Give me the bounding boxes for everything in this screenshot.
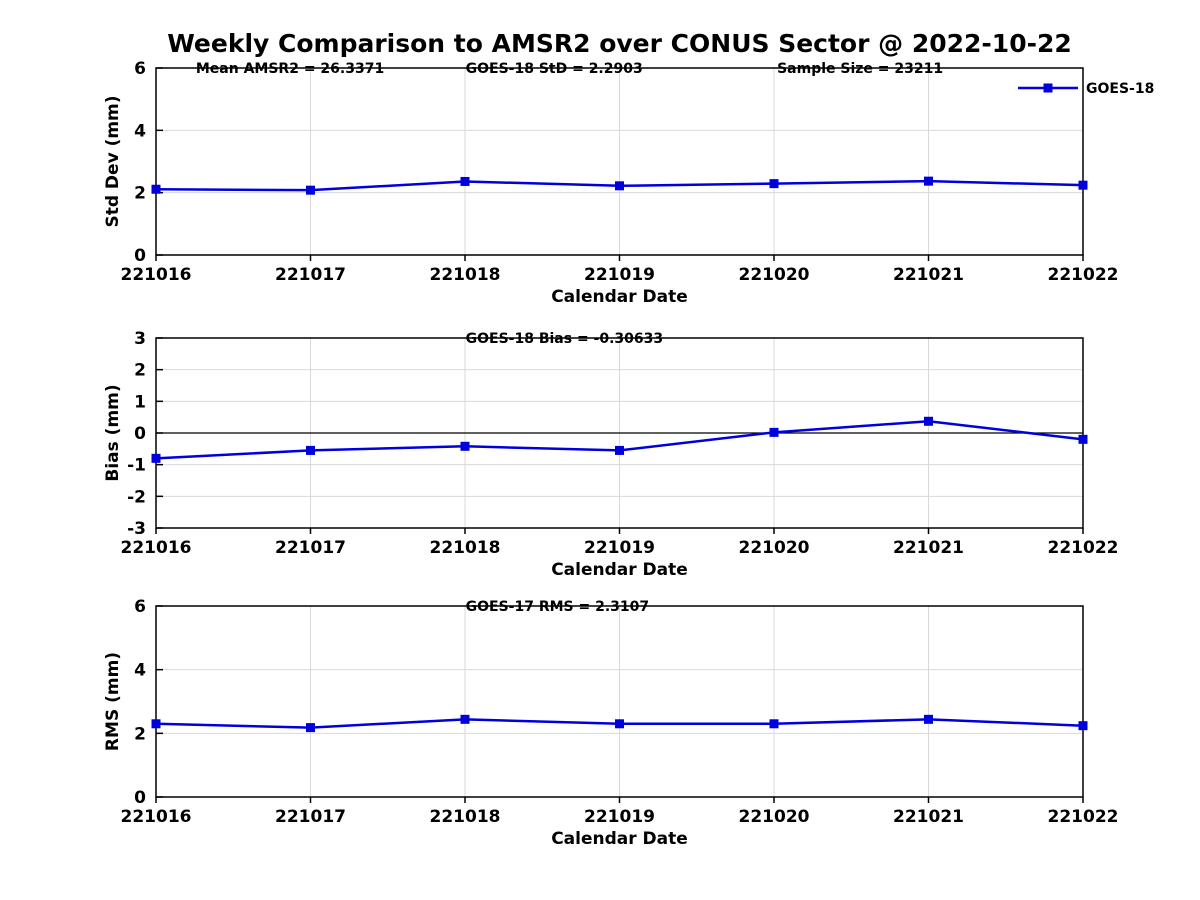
x-tick-label: 221017 xyxy=(275,538,346,558)
data-point-marker xyxy=(306,723,315,733)
x-tick-label: 221021 xyxy=(893,807,964,827)
legend: GOES-18 xyxy=(1018,81,1154,97)
subplot-std-dev: 0 2 4 6 221016 221017 221018 221019 221020 221021… xyxy=(103,59,1154,307)
y-tick-label: 4 xyxy=(134,121,146,141)
y-tick-label: -1 xyxy=(127,456,146,476)
annotation-text: Sample Size = 23211 xyxy=(777,61,943,77)
x-tick-label: 221020 xyxy=(739,807,810,827)
annotation-text: Mean AMSR2 = 26.3371 xyxy=(196,61,384,77)
x-tick-label: 221016 xyxy=(121,538,192,558)
y-axis-label: Bias (mm) xyxy=(103,384,123,481)
x-axis-label: Calendar Date xyxy=(551,287,688,307)
data-point-marker xyxy=(151,184,161,194)
x-axis-label: Calendar Date xyxy=(551,829,688,849)
x-tick-label: 221016 xyxy=(121,265,192,285)
data-point-marker xyxy=(615,181,624,191)
data-point-marker xyxy=(924,416,933,426)
x-tick-label: 221022 xyxy=(1048,807,1119,827)
data-point-marker xyxy=(1078,434,1088,444)
data-point-marker xyxy=(769,179,779,189)
data-point-marker xyxy=(151,453,161,463)
figure-title: Weekly Comparison to AMSR2 over CONUS Se… xyxy=(167,29,1072,58)
y-tick-label: 6 xyxy=(134,59,146,79)
legend-marker xyxy=(1043,83,1053,93)
y-tick-label: -3 xyxy=(127,519,146,539)
data-point-marker xyxy=(615,445,624,455)
data-point-marker xyxy=(1078,721,1088,731)
y-tick-label: 3 xyxy=(134,329,146,349)
y-axis-label: Std Dev (mm) xyxy=(103,95,123,227)
x-tick-label: 221022 xyxy=(1048,538,1119,558)
y-tick-label: 2 xyxy=(134,361,146,381)
y-tick-label: 0 xyxy=(134,788,146,808)
legend-label: GOES-18 xyxy=(1086,81,1154,97)
y-tick-label: 0 xyxy=(134,246,146,266)
annotation-text: GOES-17 RMS = 2.3107 xyxy=(466,599,650,615)
y-tick-label: 0 xyxy=(134,424,146,444)
x-axis-label: Calendar Date xyxy=(551,560,688,580)
x-tick-label: 221019 xyxy=(584,265,655,285)
x-tick-label: 221020 xyxy=(739,538,810,558)
x-tick-label: 221016 xyxy=(121,807,192,827)
y-tick-label: 2 xyxy=(134,724,146,744)
data-point-marker xyxy=(306,445,315,455)
x-tick-label: 221017 xyxy=(275,807,346,827)
y-tick-label: 6 xyxy=(134,597,146,617)
x-tick-label: 221021 xyxy=(893,265,964,285)
x-tick-label: 221020 xyxy=(739,265,810,285)
y-tick-label: 2 xyxy=(134,184,146,204)
x-tick-label: 221018 xyxy=(430,265,501,285)
x-tick-label: 221019 xyxy=(584,807,655,827)
annotation-text: GOES-18 StD = 2.2903 xyxy=(466,61,643,77)
x-tick-label: 221019 xyxy=(584,538,655,558)
y-tick-label: 1 xyxy=(134,392,146,412)
data-point-marker xyxy=(769,719,779,729)
data-point-marker xyxy=(924,176,933,186)
data-point-marker xyxy=(615,719,624,729)
subplot-bias: -3 -2 -1 0 1 2 3 221016 221017 221018 221019 221020… xyxy=(103,329,1118,580)
data-point-marker xyxy=(460,714,470,724)
x-tick-label: 221018 xyxy=(430,807,501,827)
data-point-marker xyxy=(306,185,315,195)
x-tick-label: 221017 xyxy=(275,265,346,285)
data-point-marker xyxy=(151,719,161,729)
data-point-marker xyxy=(924,714,933,724)
x-tick-label: 221018 xyxy=(430,538,501,558)
data-point-marker xyxy=(1078,180,1088,190)
subplot-rms: 0 2 4 6 221016 221017 221018 221019 221020 221021… xyxy=(103,597,1118,849)
annotation-text: GOES-18 Bias = -0.30633 xyxy=(466,331,664,347)
y-tick-label: 4 xyxy=(134,661,146,681)
x-tick-label: 221022 xyxy=(1048,265,1119,285)
data-point-marker xyxy=(460,441,470,451)
y-tick-label: -2 xyxy=(127,487,146,507)
data-point-marker xyxy=(769,427,779,437)
x-tick-label: 221021 xyxy=(893,538,964,558)
data-point-marker xyxy=(460,176,470,186)
y-axis-label: RMS (mm) xyxy=(103,652,123,751)
